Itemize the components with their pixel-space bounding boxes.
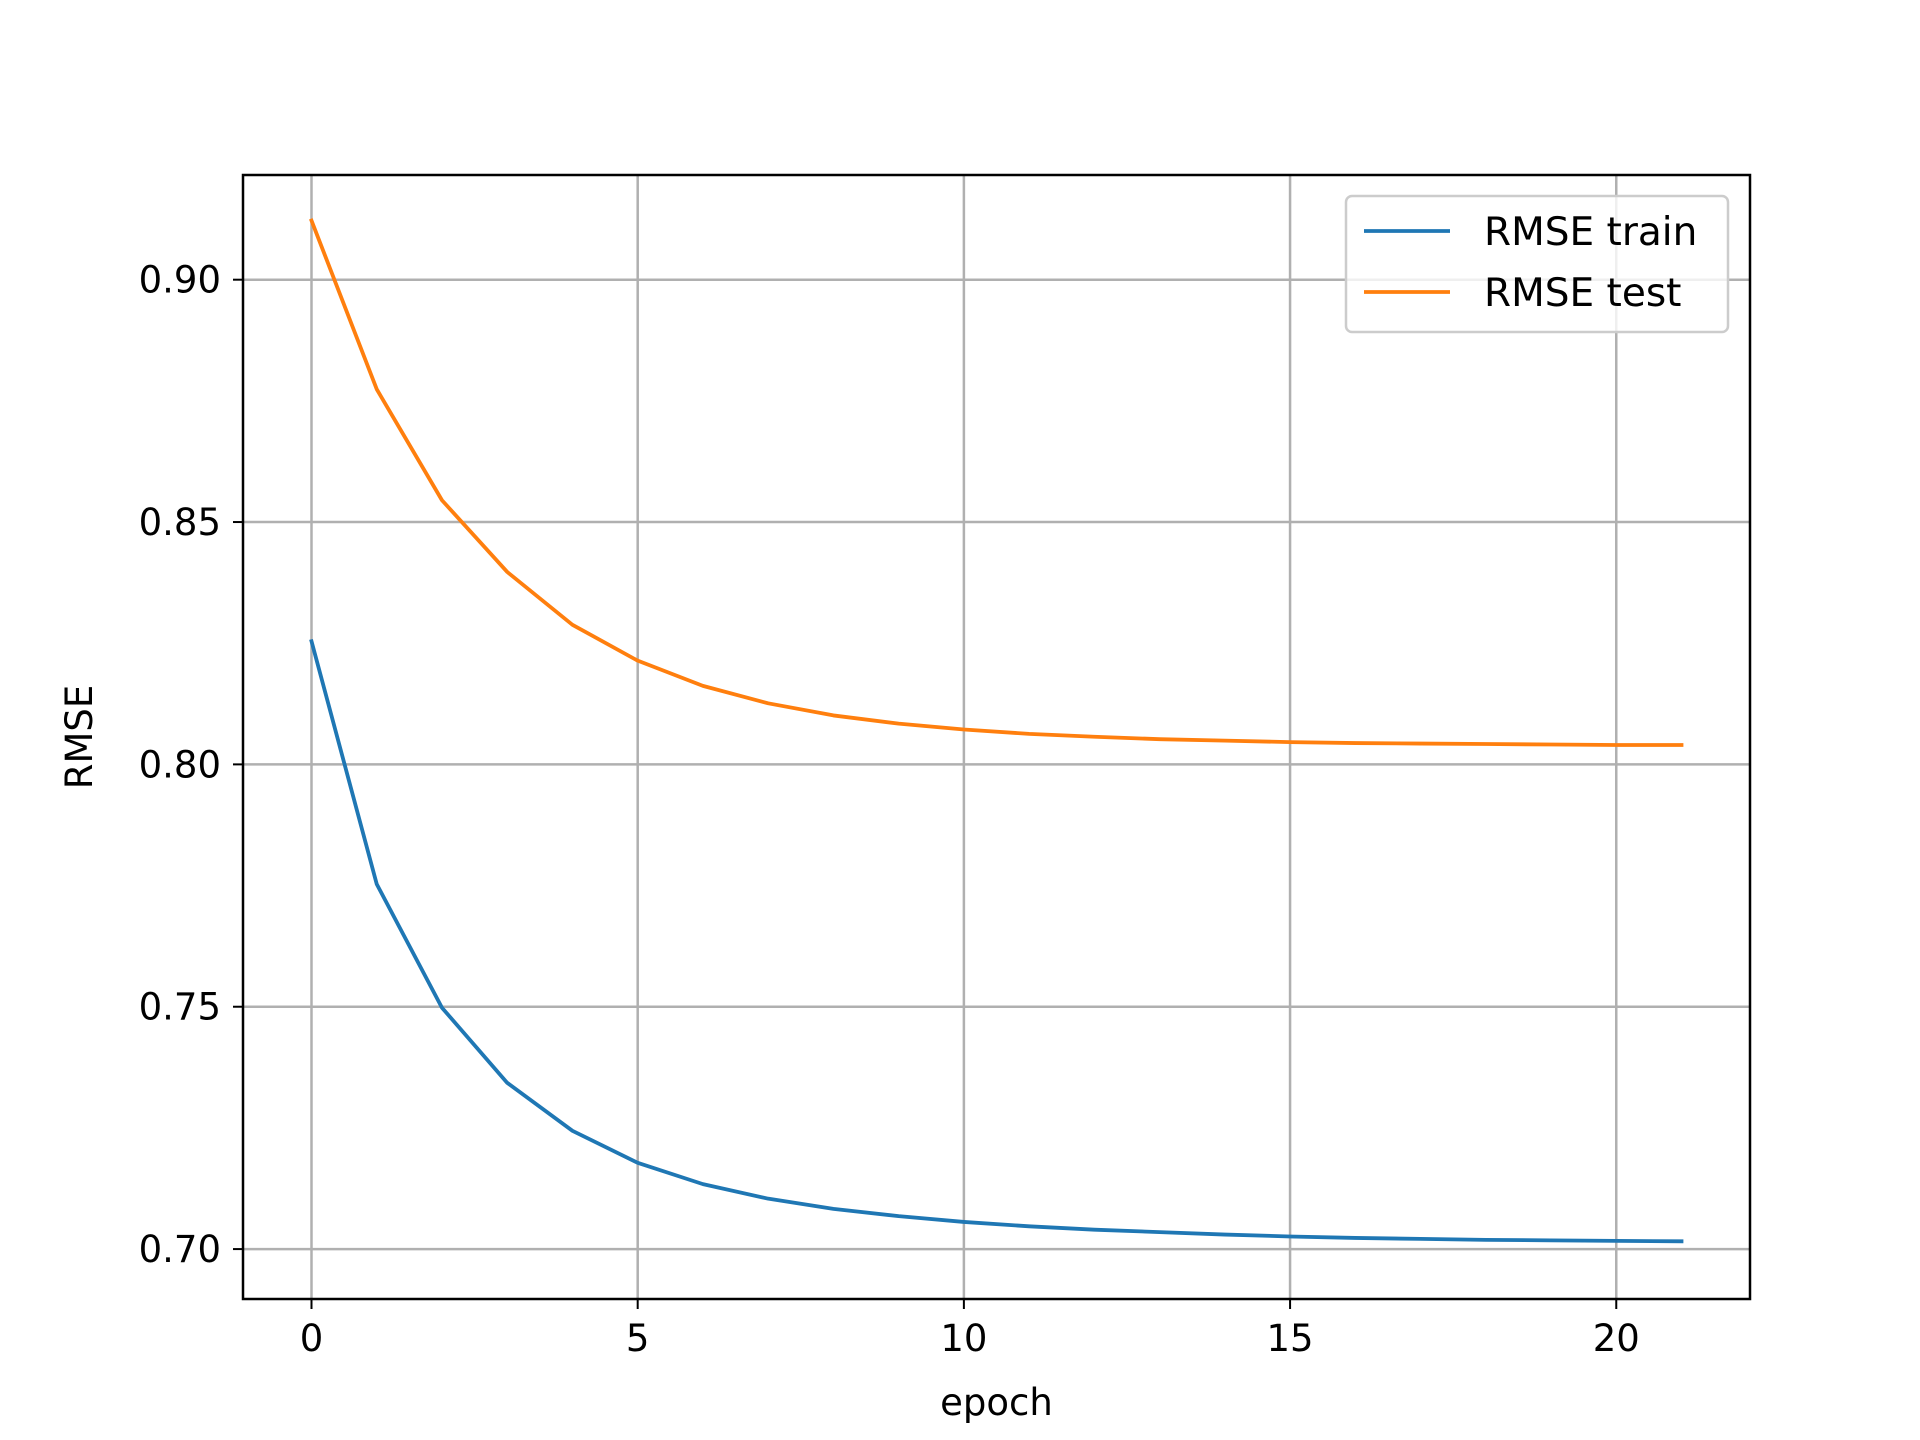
x-tick-label: 20 [1593, 1317, 1640, 1360]
y-tick-label: 0.90 [139, 259, 221, 302]
legend: RMSE train RMSE test [1344, 194, 1730, 334]
y-tick-label: 0.70 [139, 1228, 221, 1271]
x-tick-label: 10 [940, 1317, 987, 1360]
y-axis-ticks: 0.70 0.75 0.80 0.85 0.90 [139, 259, 243, 1271]
series-group [309, 218, 1684, 1244]
y-tick-label: 0.80 [139, 743, 221, 786]
y-axis-label: RMSE [58, 685, 101, 790]
series-line-rmse-train [309, 638, 1684, 1244]
x-axis-label: epoch [940, 1381, 1053, 1424]
legend-label: RMSE test [1484, 271, 1681, 316]
x-tick-label: 15 [1267, 1317, 1314, 1360]
x-tick-label: 0 [300, 1317, 324, 1360]
x-axis-ticks: 0 5 10 15 20 [300, 1299, 1640, 1360]
x-tick-label: 5 [626, 1317, 650, 1360]
legend-label: RMSE train [1484, 210, 1697, 255]
y-tick-label: 0.85 [139, 501, 221, 544]
series-line-rmse-test [309, 218, 1684, 747]
y-tick-label: 0.75 [139, 986, 221, 1029]
plot-frame [241, 173, 1752, 1301]
